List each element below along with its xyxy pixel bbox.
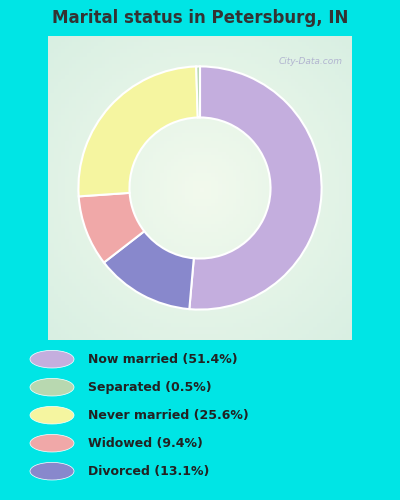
Circle shape [30,350,74,368]
Text: Never married (25.6%): Never married (25.6%) [88,408,249,422]
Circle shape [30,462,74,480]
Wedge shape [189,66,322,310]
Text: Marital status in Petersburg, IN: Marital status in Petersburg, IN [52,9,348,27]
Circle shape [30,378,74,396]
Wedge shape [196,66,200,118]
Circle shape [30,434,74,452]
Wedge shape [78,66,198,196]
Text: City-Data.com: City-Data.com [279,58,343,66]
Wedge shape [79,193,144,262]
Text: Now married (51.4%): Now married (51.4%) [88,352,238,366]
Text: Widowed (9.4%): Widowed (9.4%) [88,436,203,450]
Circle shape [30,406,74,424]
Wedge shape [104,231,194,309]
Text: Divorced (13.1%): Divorced (13.1%) [88,464,209,477]
Text: Separated (0.5%): Separated (0.5%) [88,380,212,394]
